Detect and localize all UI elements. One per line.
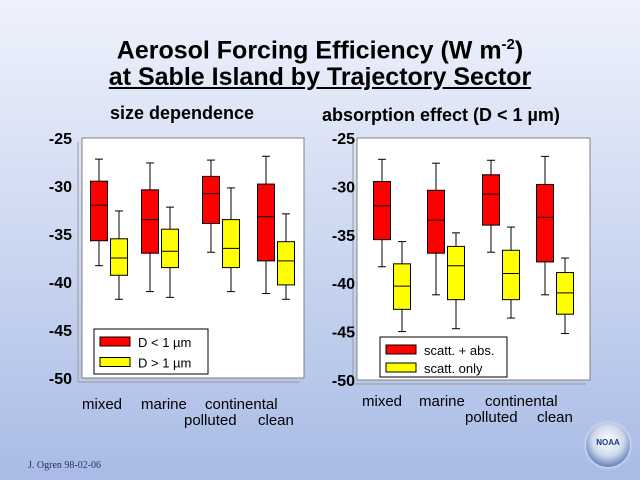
box-series1 <box>202 175 220 224</box>
y-tick-label: -45 <box>49 323 72 340</box>
box-series1 <box>482 174 500 226</box>
category-label: mixed <box>362 393 402 410</box>
legend-label: D > 1 µm <box>138 356 191 371</box>
category-label: clean <box>258 412 294 429</box>
noaa-logo: NOAA <box>586 423 630 467</box>
y-tick-label: -40 <box>332 276 355 293</box>
title-text-2: at Sable Island by Trajectory Sector <box>108 63 532 91</box>
y-tick-label: -45 <box>332 325 355 342</box>
category-label: polluted <box>465 409 518 426</box>
box-series1 <box>90 180 108 242</box>
y-tick-label: -25 <box>49 131 72 148</box>
y-tick-label: -40 <box>49 275 72 292</box>
box-series2 <box>502 249 520 301</box>
box-series1 <box>373 181 391 241</box>
title-close: ) <box>514 36 524 65</box>
category-label: marine <box>419 393 465 410</box>
box-series1 <box>257 183 275 262</box>
category-label: continental <box>205 396 278 413</box>
box-series1 <box>536 183 554 263</box>
right-panel-title: absorption effect (D < 1 µm) <box>322 105 560 125</box>
box-series2 <box>222 219 240 269</box>
y-tick-label: -30 <box>332 179 355 196</box>
category-label: polluted <box>184 412 237 429</box>
y-tick-label: -25 <box>332 131 355 148</box>
y-tick-label: -35 <box>332 228 355 245</box>
category-label: marine <box>141 396 187 413</box>
category-label: clean <box>537 409 573 426</box>
category-label: mixed <box>82 396 122 413</box>
box-series2 <box>110 238 128 276</box>
category-label: continental <box>485 393 558 410</box>
noaa-logo-text: NOAA <box>596 438 620 447</box>
left-panel-title: size dependence <box>110 103 255 123</box>
legend-label: scatt. only <box>424 361 483 376</box>
legend-swatch <box>385 362 417 373</box>
legend-label: scatt. + abs. <box>424 343 494 358</box>
author-credit: J. Ogren 98-02-06 <box>28 460 102 471</box>
box-series1 <box>141 189 159 254</box>
box-series1 <box>427 189 445 254</box>
y-tick-label: -50 <box>332 373 355 390</box>
legend-swatch <box>99 357 131 367</box>
legend-label: D < 1 µm <box>138 335 191 350</box>
title-superscript: -2 <box>501 36 515 53</box>
legend-swatch <box>385 344 417 355</box>
y-tick-label: -30 <box>49 179 72 196</box>
box-series2 <box>447 245 465 301</box>
box-series2 <box>161 228 179 269</box>
title-text: Aerosol Forcing Efficiency (W m <box>116 36 502 65</box>
chart-title-line-2: at Sable Island by Trajectory Sector <box>0 62 640 92</box>
y-tick-label: -35 <box>49 227 72 244</box>
box-series2 <box>277 241 295 286</box>
y-tick-label: -50 <box>49 371 72 388</box>
chart-title-line-1: Aerosol Forcing Efficiency (W m-2) <box>0 30 640 65</box>
legend-swatch <box>99 336 131 347</box>
